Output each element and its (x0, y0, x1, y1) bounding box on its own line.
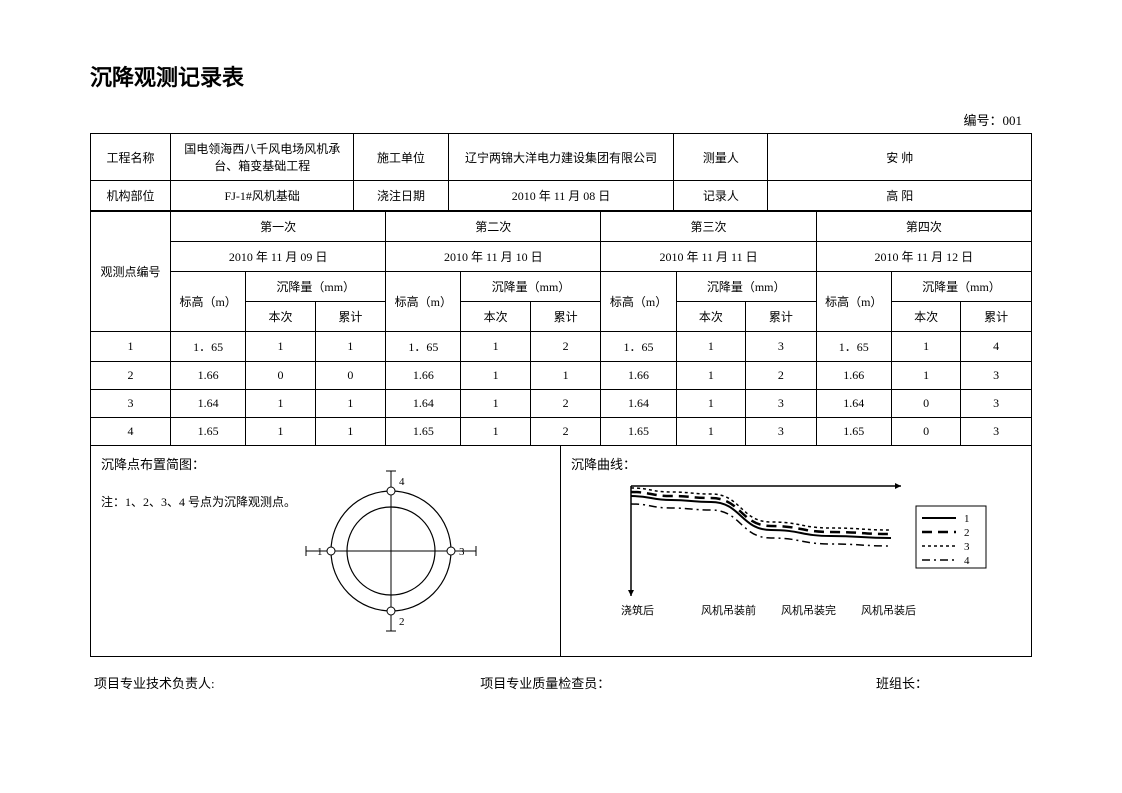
pour-date: 2010 年 11 月 08 日 (448, 181, 674, 211)
sig-team: 班组长： (876, 673, 928, 692)
data-rows: 11．65111．65121．65131．651421.66001.66111.… (91, 332, 1032, 446)
sig-tech: 项目专业技术负责人: (94, 673, 215, 692)
doc-number: 编号：001 (90, 110, 1032, 129)
svg-text:浇筑后: 浇筑后 (621, 603, 654, 617)
time-4: 第四次 (816, 212, 1031, 242)
svg-text:3: 3 (459, 546, 465, 558)
sett-4: 沉降量（mm） (891, 272, 1031, 302)
curve-svg: 浇筑后 风机吊装前 风机吊装完 风机吊装后 1 2 3 4 (581, 471, 1011, 646)
part-name: FJ-1#风机基础 (170, 181, 353, 211)
project-name: 国电领海西八千风电场风机承台、箱变基础工程 (170, 134, 353, 181)
part-label: 机构部位 (91, 181, 171, 211)
date-4: 2010 年 11 月 12 日 (816, 242, 1031, 272)
table-row: 21.66001.66111.66121.6613 (91, 362, 1032, 390)
layout-diagram: 沉降点布置简图： 注：1、2、3、4 号点为沉降观测点。 1234 (91, 446, 561, 656)
time-3: 第三次 (601, 212, 816, 242)
time-2: 第二次 (386, 212, 601, 242)
unit-name: 辽宁两锦大洋电力建设集团有限公司 (448, 134, 674, 181)
sett-2: 沉降量（mm） (461, 272, 601, 302)
svg-text:风机吊装完: 风机吊装完 (781, 603, 836, 617)
data-table: 观测点编号 第一次 第二次 第三次 第四次 2010 年 11 月 09 日 2… (90, 211, 1032, 446)
svg-text:1: 1 (317, 546, 323, 558)
sett-3: 沉降量（mm） (676, 272, 816, 302)
svg-text:4: 4 (964, 555, 970, 567)
table-row: 31.64111.64121.64131.6403 (91, 390, 1032, 418)
svg-text:4: 4 (399, 476, 405, 488)
date-2: 2010 年 11 月 10 日 (386, 242, 601, 272)
table-row: 11．65111．65121．65131．6514 (91, 332, 1032, 362)
date-1: 2010 年 11 月 09 日 (170, 242, 385, 272)
elev-2: 标高（m） (386, 272, 461, 332)
unit-label: 施工单位 (354, 134, 448, 181)
sett-1: 沉降量（mm） (246, 272, 386, 302)
header-table: 工程名称 国电领海西八千风电场风机承台、箱变基础工程 施工单位 辽宁两锦大洋电力… (90, 133, 1032, 211)
recorder-label: 记录人 (674, 181, 768, 211)
page-title: 沉降观测记录表 (90, 60, 1032, 92)
settlement-curve: 沉降曲线： 浇筑后风机吊装前风机吊装完风机吊装后1234 (561, 446, 1031, 656)
time-1: 第一次 (170, 212, 385, 242)
svg-text:3: 3 (964, 541, 970, 553)
elev-3: 标高（m） (601, 272, 676, 332)
pour-date-label: 浇注日期 (354, 181, 448, 211)
measurer: 安 帅 (768, 134, 1032, 181)
bottom-section: 沉降点布置简图： 注：1、2、3、4 号点为沉降观测点。 1234 沉降曲线： … (90, 446, 1032, 657)
signature-row: 项目专业技术负责人: 项目专业质量检查员： 班组长： (90, 673, 1032, 692)
svg-text:风机吊装后: 风机吊装后 (861, 603, 916, 617)
svg-text:2: 2 (964, 527, 970, 539)
elev-4: 标高（m） (816, 272, 891, 332)
sig-qc: 项目专业质量检查员： (480, 673, 610, 692)
date-3: 2010 年 11 月 11 日 (601, 242, 816, 272)
svg-text:2: 2 (399, 616, 405, 628)
measurer-label: 测量人 (674, 134, 768, 181)
project-label: 工程名称 (91, 134, 171, 181)
elev-1: 标高（m） (170, 272, 245, 332)
svg-text:1: 1 (964, 513, 970, 525)
point-no-header: 观测点编号 (91, 212, 171, 332)
recorder: 高 阳 (768, 181, 1032, 211)
table-row: 41.65111.65121.65131.6503 (91, 418, 1032, 446)
svg-text:风机吊装前: 风机吊装前 (701, 603, 756, 617)
layout-svg: 1 2 3 4 (281, 456, 501, 636)
